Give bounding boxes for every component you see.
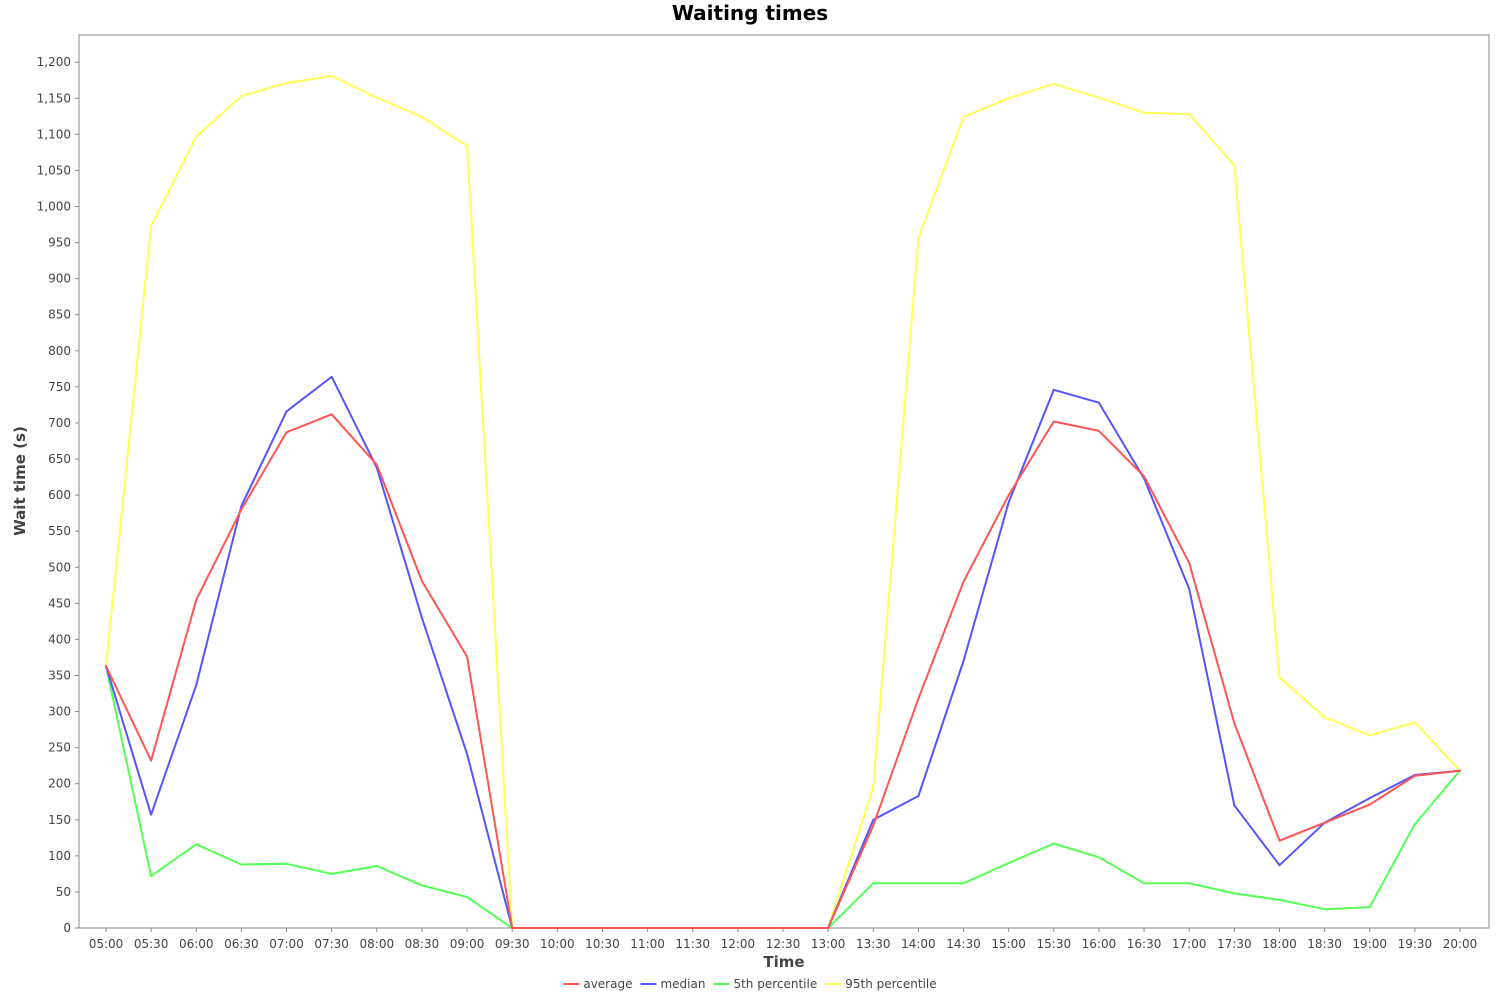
x-tick-label: 07:30 [314, 937, 349, 951]
x-tick-label: 19:30 [1398, 937, 1433, 951]
y-tick-label: 900 [48, 272, 71, 286]
x-tick-label: 17:00 [1172, 937, 1207, 951]
x-tick-label: 12:00 [721, 937, 756, 951]
legend-label-median: median [660, 977, 705, 991]
series-layer [105, 74, 1461, 929]
y-tick-label: 600 [48, 488, 71, 502]
x-tick-label: 06:30 [224, 937, 259, 951]
y-tick-label: 300 [48, 705, 71, 719]
x-tick-label: 05:00 [89, 937, 124, 951]
legend-label-95th-percentile: 95th percentile [845, 977, 936, 991]
x-tick-label: 15:00 [991, 937, 1026, 951]
x-tick-label: 14:00 [901, 937, 936, 951]
x-tick-label: 06:00 [179, 937, 214, 951]
y-tick-label: 650 [48, 452, 71, 466]
legend-label-5th-percentile: 5th percentile [733, 977, 817, 991]
chart-title: Waiting times [672, 1, 828, 25]
x-tick-label: 15:30 [1037, 937, 1072, 951]
x-tick-label: 13:00 [811, 937, 846, 951]
y-tick-label: 800 [48, 344, 71, 358]
y-axis-label: Wait time (s) [11, 426, 29, 536]
x-tick-label: 09:00 [450, 937, 485, 951]
y-tick-label: 550 [48, 524, 71, 538]
legend-label-average: average [583, 977, 632, 991]
x-tick-label: 20:00 [1443, 937, 1478, 951]
y-tick-label: 1,000 [37, 200, 71, 214]
x-axis: 05:00 05:30 06:00 06:30 07:00 07:30 08:00 08:30… [89, 928, 1478, 951]
plot-area [78, 34, 1490, 929]
x-tick-label: 10:00 [540, 937, 575, 951]
x-tick-label: 05:30 [134, 937, 169, 951]
x-axis-label: Time [763, 953, 804, 971]
y-tick-label: 350 [48, 668, 71, 682]
y-tick-label: 150 [48, 813, 71, 827]
y-tick-label: 250 [48, 741, 71, 755]
y-tick-label: 750 [48, 380, 71, 394]
x-tick-label: 19:00 [1352, 937, 1387, 951]
x-tick-label: 10:30 [585, 937, 620, 951]
x-tick-label: 08:30 [405, 937, 440, 951]
x-tick-label: 17:30 [1217, 937, 1252, 951]
x-tick-label: 14:30 [946, 937, 981, 951]
y-tick-label: 500 [48, 560, 71, 574]
x-tick-label: 16:30 [1127, 937, 1162, 951]
y-tick-label: 450 [48, 596, 71, 610]
y-tick-label: 1,100 [37, 127, 71, 141]
series-line-average [105, 413, 1461, 929]
x-tick-label: 07:00 [269, 937, 304, 951]
x-tick-label: 13:30 [856, 937, 891, 951]
y-tick-label: 950 [48, 236, 71, 250]
y-tick-label: 1,150 [37, 91, 71, 105]
y-tick-label: 850 [48, 308, 71, 322]
x-tick-label: 16:00 [1082, 937, 1117, 951]
x-tick-label: 12:30 [766, 937, 801, 951]
y-tick-label: 700 [48, 416, 71, 430]
legend: average median 5th percentile 95th percenti… [563, 977, 937, 991]
y-tick-label: 50 [56, 885, 71, 899]
y-axis: 0 50 100 150 200 250 300 350 400 450 500 550 600 650 7… [37, 55, 79, 935]
x-tick-label: 11:30 [675, 937, 710, 951]
x-tick-label: 18:30 [1307, 937, 1342, 951]
y-tick-label: 1,200 [37, 55, 71, 69]
y-tick-label: 1,050 [37, 163, 71, 177]
y-tick-label: 400 [48, 632, 71, 646]
x-tick-label: 11:00 [630, 937, 665, 951]
y-tick-label: 200 [48, 777, 71, 791]
x-tick-label: 09:30 [495, 937, 530, 951]
x-tick-label: 08:00 [360, 937, 395, 951]
x-tick-label: 18:00 [1262, 937, 1297, 951]
y-tick-label: 100 [48, 849, 71, 863]
y-tick-label: 0 [63, 921, 71, 935]
